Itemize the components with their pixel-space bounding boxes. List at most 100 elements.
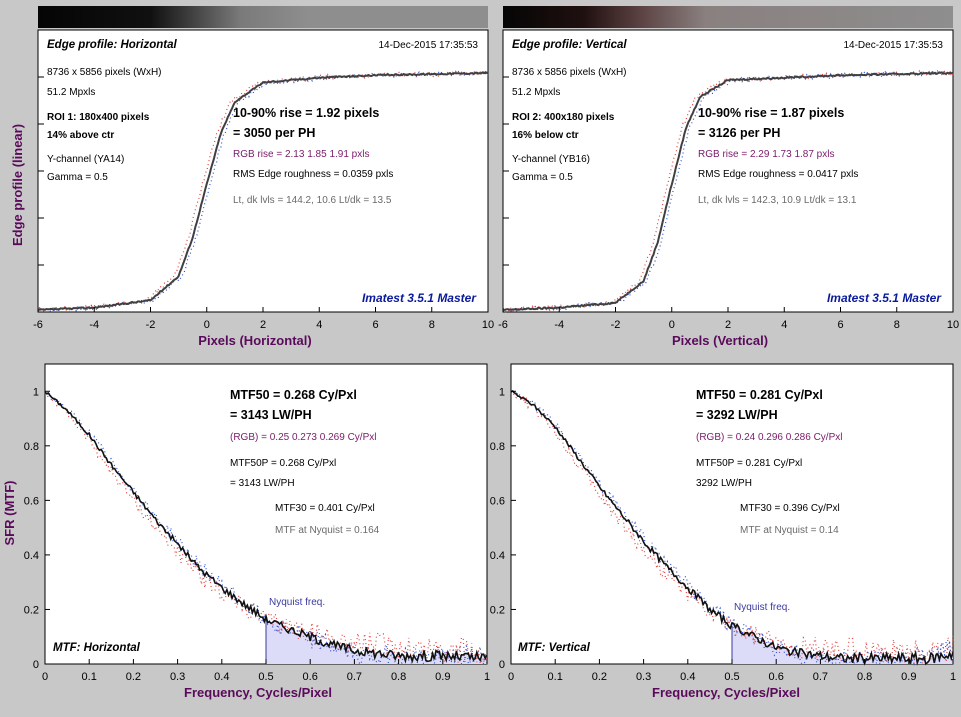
mtf-blue-series: [510, 390, 954, 667]
y-tick-label: 0.6: [490, 495, 505, 507]
mtf50: MTF50 = 0.268 Cy/Pxl: [230, 388, 357, 402]
mtf-at-nyquist: MTF at Nyquist = 0.14: [740, 525, 839, 536]
date-stamp: 14-Dec-2015 17:35:53: [378, 40, 478, 51]
date-stamp: 14-Dec-2015 17:35:53: [843, 40, 943, 51]
mtf50p: MTF50P = 0.268 Cy/Pxl: [230, 458, 336, 469]
image-dimensions: 8736 x 5856 pixels (WxH): [512, 67, 627, 78]
mtf30: MTF30 = 0.396 Cy/Pxl: [740, 503, 840, 514]
x-tick-label: 6: [372, 319, 378, 331]
rise-distance: 10-90% rise = 1.87 pixels: [698, 106, 844, 120]
mtf50-rgb: (RGB) = 0.24 0.296 0.286 Cy/Pxl: [696, 432, 842, 443]
x-axis-title: Frequency, Cycles/Pixel: [184, 685, 332, 700]
channel: Y-channel (YA14): [47, 154, 124, 165]
x-tick-label: -4: [89, 319, 99, 331]
x-tick-label: 0: [204, 319, 210, 331]
x-tick-label: 0.9: [435, 671, 450, 683]
edge-panel-horizontal: Edge profile: Horizontal 14-Dec-2015 17:…: [33, 29, 494, 348]
y-tick-label: 0.4: [490, 550, 505, 562]
x-tick-label: 0: [42, 671, 48, 683]
light-dark-levels: Lt, dk lvls = 144.2, 10.6 Lt/dk = 13.5: [233, 195, 392, 206]
x-tick-label: 10: [482, 319, 494, 331]
y-tick-label: 0.8: [490, 441, 505, 453]
rms-roughness: RMS Edge roughness = 0.0359 pxls: [233, 169, 393, 180]
x-tick-label: 0: [669, 319, 675, 331]
x-tick-label: 4: [316, 319, 322, 331]
rgb-rise: RGB rise = 2.13 1.85 1.91 pxls: [233, 149, 369, 160]
x-tick-label: 2: [725, 319, 731, 331]
rgb-rise: RGB rise = 2.29 1.73 1.87 pxls: [698, 149, 834, 160]
x-tick-label: 0.3: [170, 671, 185, 683]
x-tick-label: -6: [498, 319, 508, 331]
y-tick-label: 0.2: [490, 604, 505, 616]
x-tick-label: -4: [554, 319, 564, 331]
x-tick-label: 1: [484, 671, 490, 683]
plot-area: [502, 29, 954, 313]
y-tick-label: 0.4: [24, 550, 39, 562]
image-dimensions: 8736 x 5856 pixels (WxH): [47, 67, 162, 78]
y-tick-label: 0: [499, 659, 505, 671]
x-tick-label: 6: [837, 319, 843, 331]
y-tick-label: 0.2: [24, 604, 39, 616]
x-tick-label: 1: [950, 671, 956, 683]
x-tick-label: 0.8: [857, 671, 872, 683]
x-tick-label: 0.5: [258, 671, 273, 683]
mtf50p-lwph: 3292 LW/PH: [696, 478, 752, 489]
mtf50-lwph: = 3143 LW/PH: [230, 408, 312, 422]
panel-title: MTF: Horizontal: [53, 642, 141, 654]
x-tick-label: 0.3: [636, 671, 651, 683]
y-tick-label: 0.6: [24, 495, 39, 507]
mtf50: MTF50 = 0.281 Cy/Pxl: [696, 388, 823, 402]
plot-area: [510, 363, 954, 665]
mtf50p-lwph: = 3143 LW/PH: [230, 478, 295, 489]
x-tick-label: 0.1: [548, 671, 563, 683]
panel-title: MTF: Vertical: [518, 642, 591, 654]
x-tick-label: 8: [894, 319, 900, 331]
x-tick-label: -6: [33, 319, 43, 331]
mtf30: MTF30 = 0.401 Cy/Pxl: [275, 503, 375, 514]
x-tick-label: 0.4: [214, 671, 229, 683]
x-tick-label: 0.4: [680, 671, 695, 683]
nyquist-fill: [266, 616, 487, 664]
rms-roughness: RMS Edge roughness = 0.0417 pxls: [698, 169, 858, 180]
x-tick-label: 0.2: [126, 671, 141, 683]
mtf-y-axis-title: SFR (MTF): [2, 481, 17, 546]
edge-image-strip-horizontal: [38, 6, 488, 28]
mtf50-rgb: (RGB) = 0.25 0.273 0.269 Cy/Pxl: [230, 432, 376, 443]
y-tick-label: 0.8: [24, 441, 39, 453]
megapixels: 51.2 Mpxls: [47, 87, 95, 98]
mtf-panel-horizontal: MTF50 = 0.268 Cy/Pxl = 3143 LW/PH (RGB) …: [24, 363, 490, 700]
roi-position: 16% below ctr: [512, 130, 579, 141]
x-tick-label: 0.8: [391, 671, 406, 683]
x-tick-label: 0.6: [769, 671, 784, 683]
edge-profile-line: [502, 71, 954, 312]
plot-area: [37, 29, 489, 313]
panel-title: Edge profile: Vertical: [512, 39, 627, 51]
panel-title: Edge profile: Horizontal: [47, 39, 178, 51]
edge-blue-series: [502, 70, 954, 314]
nyquist-fill: [732, 622, 953, 664]
edge-profile-line: [38, 71, 489, 311]
roi-size: ROI 1: 180x400 pixels: [47, 112, 150, 123]
gamma: Gamma = 0.5: [512, 172, 573, 183]
x-tick-label: -2: [146, 319, 156, 331]
x-tick-label: 0.2: [592, 671, 607, 683]
x-tick-label: 8: [429, 319, 435, 331]
mtf-at-nyquist: MTF at Nyquist = 0.164: [275, 525, 380, 536]
roi-size: ROI 2: 400x180 pixels: [512, 112, 615, 123]
y-tick-label: 1: [499, 386, 505, 398]
y-tick-label: 0: [33, 659, 39, 671]
y-tick-label: 1: [33, 386, 39, 398]
x-tick-label: 0.9: [901, 671, 916, 683]
x-tick-label: -2: [611, 319, 621, 331]
x-tick-label: 2: [260, 319, 266, 331]
x-tick-label: 0: [508, 671, 514, 683]
roi-position: 14% above ctr: [47, 130, 114, 141]
mtf-line: [44, 391, 488, 664]
x-axis-title: Frequency, Cycles/Pixel: [652, 685, 800, 700]
x-axis-title: Pixels (Vertical): [672, 333, 768, 348]
nyquist-label: Nyquist freq.: [734, 602, 790, 613]
x-tick-label: 0.6: [303, 671, 318, 683]
channel: Y-channel (YB16): [512, 154, 590, 165]
edge-panel-vertical: Edge profile: Vertical 14-Dec-2015 17:35…: [498, 29, 959, 348]
